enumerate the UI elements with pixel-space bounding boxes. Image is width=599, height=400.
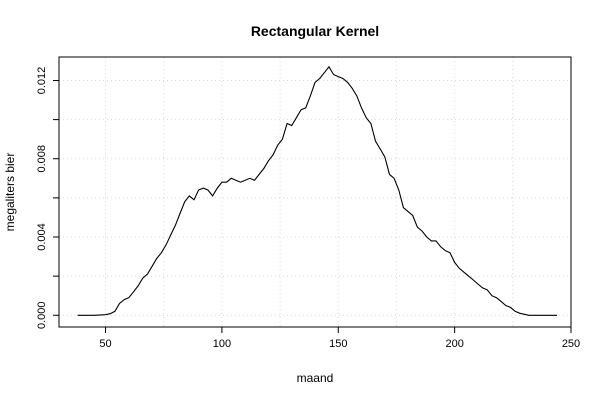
x-tick-label: 150 xyxy=(329,338,347,350)
grid xyxy=(59,57,572,327)
x-axis: 50 100 150 200 250 xyxy=(99,327,580,350)
y-tick-label: 0.012 xyxy=(36,67,48,95)
y-axis: 0.000 0.004 0.008 0.012 xyxy=(36,67,59,329)
x-axis-label: maand xyxy=(297,371,334,385)
density-line xyxy=(77,65,557,316)
x-tick-label: 50 xyxy=(99,338,111,350)
y-tick-label: 0.004 xyxy=(36,223,48,251)
x-tick-label: 100 xyxy=(213,338,231,350)
y-axis-label: megaliters bier xyxy=(3,153,17,232)
x-tick-label: 200 xyxy=(445,338,463,350)
x-tick-label: 250 xyxy=(562,338,580,350)
y-tick-label: 0.000 xyxy=(36,301,48,329)
chart-title: Rectangular Kernel xyxy=(251,23,379,39)
y-tick-label: 0.008 xyxy=(36,145,48,173)
plot-frame xyxy=(58,56,572,328)
